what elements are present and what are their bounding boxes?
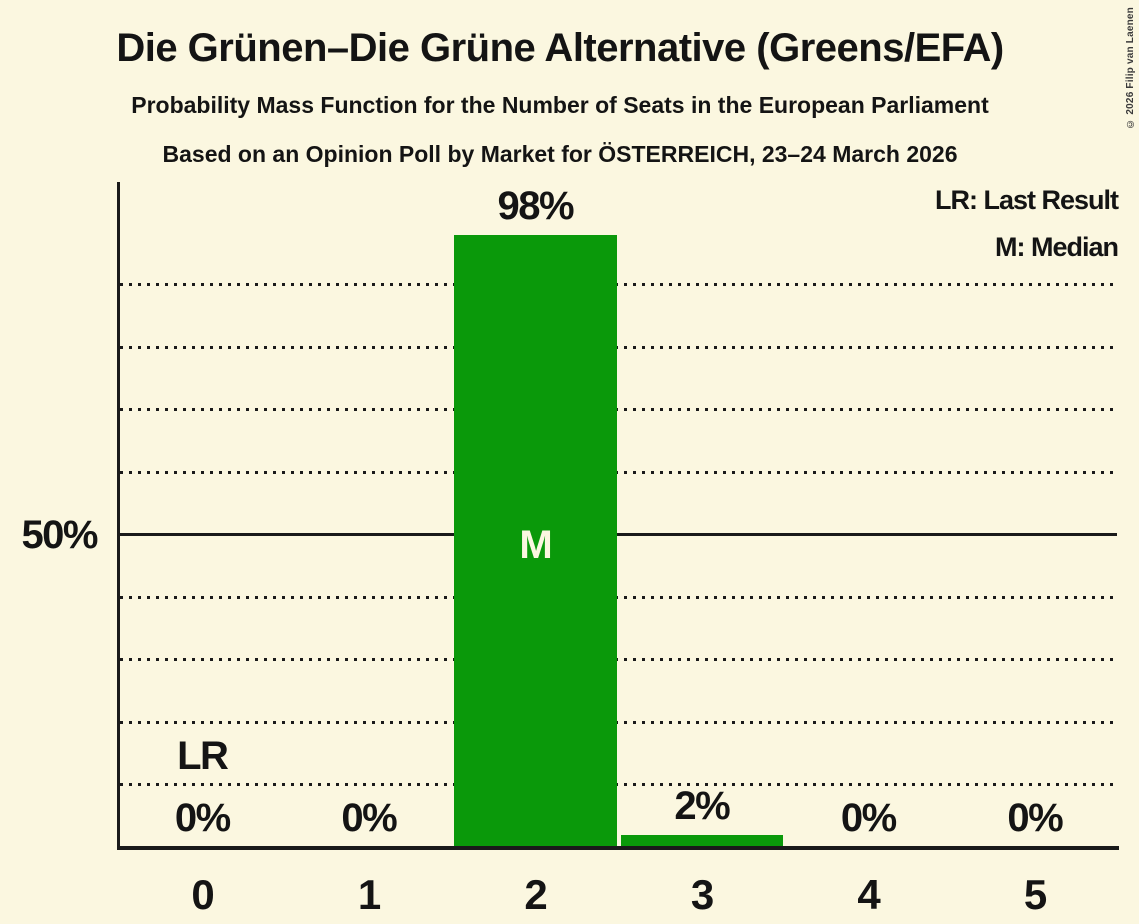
bar-label-seat-5: 0%: [1007, 796, 1063, 840]
gridline-30: [120, 658, 1117, 661]
x-tick-label-5: 5: [1023, 871, 1047, 918]
bar-seat-3: [620, 834, 783, 847]
bar-label-seat-0: 0%: [174, 796, 231, 840]
legend-last-result: LR: Last Result: [934, 185, 1119, 215]
median-marker: M: [519, 523, 552, 567]
chart-subtitle-poll: Based on an Opinion Poll by Market for Ö…: [162, 141, 958, 167]
bar-seat-2: [454, 234, 617, 847]
x-tick-label-1: 1: [357, 871, 381, 918]
x-tick-label-2: 2: [524, 871, 547, 918]
chart-subtitle-pmf: Probability Mass Function for the Number…: [131, 92, 989, 118]
gridline-90: [120, 283, 1117, 286]
bar-label-seat-3: 2%: [674, 783, 730, 828]
bar-label-seat-1: 0%: [341, 796, 397, 840]
chart-title: Die Grünen–Die Grüne Alternative (Greens…: [116, 26, 1004, 70]
gridline-70: [120, 408, 1117, 411]
gridline-80: [120, 345, 1117, 349]
x-axis-line: [117, 846, 1119, 850]
x-tick-label-0: 0: [191, 871, 214, 918]
legend-median: M: Median: [995, 232, 1119, 262]
y-axis-50-percent-label: 50%: [21, 513, 98, 557]
gridline-10: [120, 783, 1117, 786]
gridline-40: [120, 595, 1117, 599]
y-axis-line: [117, 182, 120, 848]
gridline-60: [120, 470, 1117, 474]
x-tick-label-4: 4: [857, 871, 880, 918]
gridline-20: [120, 720, 1117, 724]
gridline-solid-50: [117, 533, 1117, 536]
bar-label-seat-4: 0%: [840, 796, 897, 840]
bar-label-seat-2: 98%: [497, 183, 574, 228]
last-result-marker: LR: [177, 734, 229, 778]
x-tick-label-3: 3: [690, 871, 714, 918]
